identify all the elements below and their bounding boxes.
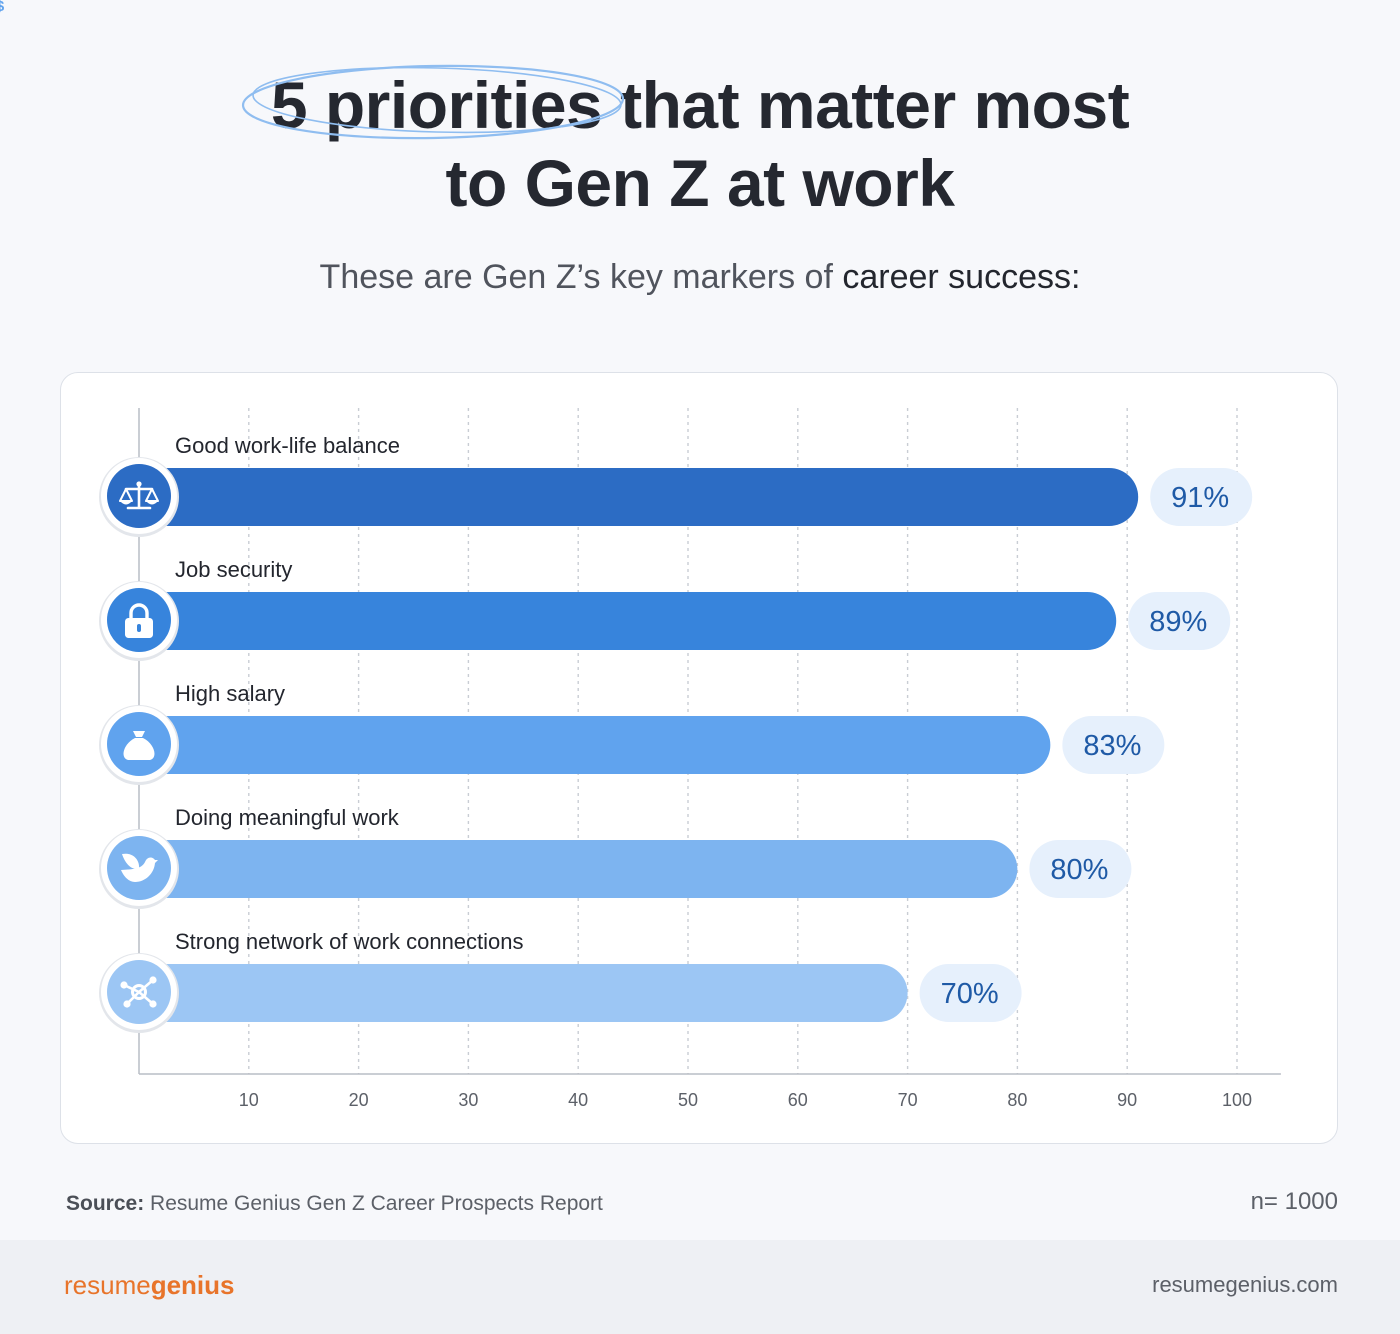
icon-dot	[136, 481, 142, 487]
source-text: Resume Genius Gen Z Career Prospects Rep…	[144, 1192, 603, 1215]
source-note: Source: Resume Genius Gen Z Career Prosp…	[66, 1192, 603, 1216]
source-label: Source:	[66, 1192, 145, 1215]
value-badge	[1128, 592, 1231, 650]
icon-body	[121, 857, 158, 882]
icon-pan-fill	[120, 501, 158, 505]
x-tick-label: 70	[898, 1090, 918, 1110]
bar-category-label: High salary	[175, 681, 285, 706]
bar	[139, 592, 1117, 650]
value-label: 70%	[941, 978, 999, 1010]
x-tick-label: 90	[1117, 1090, 1137, 1110]
page-title: 5 priorities that matter most to Gen Z a…	[0, 64, 1400, 222]
x-tick-label: 20	[349, 1090, 369, 1110]
x-tick-label: 80	[1007, 1090, 1027, 1110]
value-badge	[1150, 468, 1253, 526]
title-rest: that matter most	[602, 68, 1130, 142]
padlock-icon	[125, 603, 153, 638]
network-icon	[120, 976, 157, 1008]
brand-logo[interactable]: resumegenius	[64, 1270, 235, 1301]
icon-node	[123, 1000, 131, 1008]
bar-category-label: Strong network of work connections	[175, 929, 524, 954]
highlight-scribble-icon	[241, 64, 624, 140]
icon-dollar: $	[0, 0, 5, 15]
money-bag-icon	[123, 731, 155, 760]
footer-bar: resumegenius resumegenius.com	[0, 1240, 1400, 1334]
icon-tie	[133, 731, 145, 737]
subtitle-bold: career success:	[842, 258, 1081, 296]
icon-node	[149, 976, 157, 984]
icon-wing	[122, 853, 140, 870]
title-highlight: 5 priorities	[241, 64, 624, 144]
subtitle-lead: These are Gen Z’s key markers of	[319, 258, 843, 296]
icon-bag	[123, 738, 155, 760]
value-label: 91%	[1171, 482, 1229, 514]
icon-node	[149, 1000, 157, 1008]
dove-icon	[121, 853, 158, 882]
value-badge	[1062, 716, 1165, 774]
icon-hub	[131, 984, 147, 1000]
title-line-2: to Gen Z at work	[445, 146, 955, 220]
x-tick-label: 10	[239, 1090, 259, 1110]
value-badge	[919, 964, 1022, 1022]
bar-category-label: Doing meaningful work	[175, 805, 400, 830]
bar	[139, 716, 1051, 774]
icon-keyhole	[137, 624, 141, 632]
value-label: 89%	[1149, 606, 1207, 638]
x-tick-label: 60	[788, 1090, 808, 1110]
x-tick-label: 40	[568, 1090, 588, 1110]
brand-light: resume	[64, 1270, 151, 1300]
brand-bold: genius	[150, 1270, 235, 1300]
bar	[139, 964, 908, 1022]
value-badge	[1029, 840, 1132, 898]
icon-shackle	[129, 603, 149, 619]
bar-category-label: Job security	[175, 557, 292, 582]
icon-node	[120, 981, 128, 989]
value-label: 83%	[1083, 730, 1141, 762]
x-tick-label: 30	[458, 1090, 478, 1110]
balance-scale-icon	[119, 481, 159, 510]
bar	[139, 468, 1139, 526]
bar	[139, 840, 1018, 898]
subtitle: These are Gen Z’s key markers of career …	[0, 258, 1400, 297]
sample-size: n= 1000	[1250, 1188, 1338, 1215]
bar-category-label: Good work-life balance	[175, 433, 400, 458]
value-label: 80%	[1050, 854, 1108, 886]
x-tick-label: 100	[1222, 1090, 1252, 1110]
x-tick-label: 50	[678, 1090, 698, 1110]
icon-stroke	[124, 482, 154, 510]
website-link[interactable]: resumegenius.com	[1152, 1272, 1338, 1297]
